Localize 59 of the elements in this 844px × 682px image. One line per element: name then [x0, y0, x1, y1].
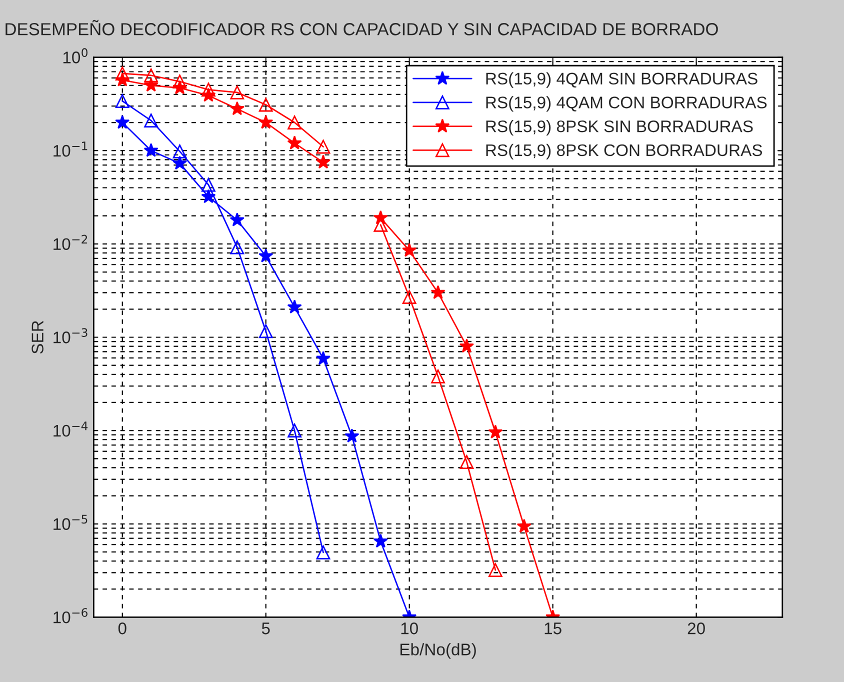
y-axis-title: SER — [32, 320, 44, 354]
point — [144, 78, 158, 92]
x-tick-label: 5 — [262, 622, 270, 634]
point — [459, 338, 474, 353]
y-tick-label: 10$^{−2}$ — [54, 234, 88, 250]
point — [115, 66, 130, 80]
point — [201, 189, 216, 204]
legend-label: RS(15,9) 8PSK CON BORRADURAS — [486, 144, 762, 160]
point — [288, 424, 302, 438]
point — [258, 248, 274, 262]
point — [172, 144, 187, 158]
point — [402, 242, 417, 257]
point — [258, 114, 274, 129]
point — [287, 136, 302, 150]
point — [258, 98, 273, 112]
point — [431, 370, 445, 384]
point — [430, 285, 446, 300]
point — [230, 212, 244, 226]
point — [230, 86, 244, 100]
point — [373, 534, 388, 548]
legend-label: RS(15,9) 8PSK SIN BORRADURAS — [486, 120, 753, 136]
x-axis-title: Eb/No(dB) — [400, 643, 476, 659]
y-tick-label: 10$^{−6}$ — [54, 608, 88, 624]
point — [202, 178, 216, 192]
legend-label: RS(15,9) 4QAM CON BORRADURAS — [486, 96, 767, 112]
point — [144, 142, 158, 157]
point — [172, 156, 188, 170]
x-tick-label: 15 — [544, 622, 562, 634]
point — [202, 82, 216, 97]
point — [460, 455, 474, 469]
point — [144, 114, 158, 128]
y-tick-label: 10$^{−4}$ — [54, 422, 88, 437]
point — [115, 114, 130, 129]
point — [344, 428, 360, 443]
y-tick-label: 10$^{−3}$ — [54, 328, 88, 344]
point — [144, 68, 158, 82]
point — [230, 101, 244, 116]
x-tick-label: 10 — [401, 622, 418, 634]
point — [402, 290, 416, 304]
point — [488, 424, 503, 439]
point — [316, 154, 331, 169]
legend-label: RS(15,9) 4QAM SIN BORRADURAS — [486, 72, 758, 88]
point — [316, 140, 330, 154]
x-tick-label: 0 — [118, 622, 126, 634]
point — [258, 324, 273, 338]
chart-title: DESEMPEÑO DECODIFICADOR RS CON CAPACIDAD Y SIN CAPACIDAD DE BORRADO — [6, 20, 718, 36]
point — [488, 563, 502, 578]
point — [172, 74, 187, 88]
point — [230, 240, 244, 254]
point — [316, 545, 330, 560]
y-tick-label: 10$^{−5}$ — [54, 514, 88, 530]
point — [288, 116, 302, 130]
y-tick-label: 10$^{0}$ — [63, 48, 88, 64]
point — [316, 350, 331, 365]
point — [516, 518, 532, 533]
point — [287, 300, 302, 314]
y-tick-label: 10$^{−1}$ — [54, 142, 88, 157]
x-tick-label: 20 — [688, 622, 705, 634]
point — [115, 94, 130, 108]
